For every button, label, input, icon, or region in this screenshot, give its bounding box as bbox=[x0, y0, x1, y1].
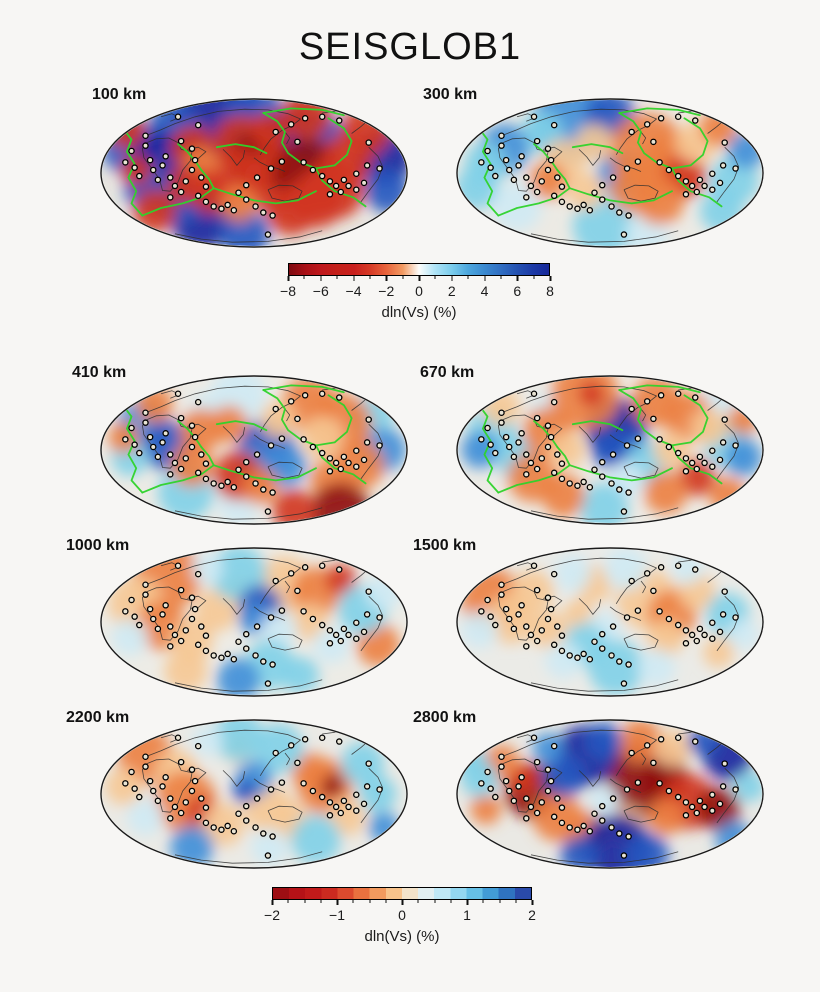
colorbar-upper-ticklabels: −8 −6 −4 −2 0 2 4 6 8 bbox=[280, 283, 554, 299]
colorbar-lower-gradient bbox=[272, 887, 532, 900]
tomography-map-300km bbox=[456, 98, 764, 248]
colorbar-upper-ticks bbox=[287, 276, 551, 282]
depth-label-1500km: 1500 km bbox=[413, 537, 477, 554]
colorbar-lower-ticks bbox=[271, 900, 533, 906]
tomography-map-100km bbox=[100, 98, 408, 248]
depth-label-300km: 300 km bbox=[423, 86, 478, 103]
colorbar-upper-gradient bbox=[288, 263, 550, 276]
figure-title: SEISGLOB1 bbox=[298, 26, 522, 68]
colorbar-upper: −8 −6 −4 −2 0 2 4 6 8 dln(Vs) (%) bbox=[280, 263, 554, 321]
colorbar-lower-label: dln(Vs) (%) bbox=[364, 928, 440, 945]
colorbar-lower-ticklabels: −2 −1 0 1 2 bbox=[264, 907, 536, 923]
depth-label-2200km: 2200 km bbox=[66, 709, 130, 726]
tomography-map-670km bbox=[456, 375, 764, 525]
colorbar-lower: −2 −1 0 1 2 dln(Vs) (%) bbox=[264, 887, 536, 945]
tomography-map-410km bbox=[100, 375, 408, 525]
depth-label-100km: 100 km bbox=[92, 86, 147, 103]
tomography-map-1500km bbox=[456, 547, 764, 697]
tomography-map-1000km bbox=[100, 547, 408, 697]
depth-label-2800km: 2800 km bbox=[413, 709, 477, 726]
tomography-map-2200km bbox=[100, 719, 408, 869]
depth-label-410km: 410 km bbox=[72, 364, 127, 381]
colorbar-upper-label: dln(Vs) (%) bbox=[381, 304, 457, 321]
depth-label-670km: 670 km bbox=[420, 364, 475, 381]
depth-label-1000km: 1000 km bbox=[66, 537, 130, 554]
tomography-map-2800km bbox=[456, 719, 764, 869]
